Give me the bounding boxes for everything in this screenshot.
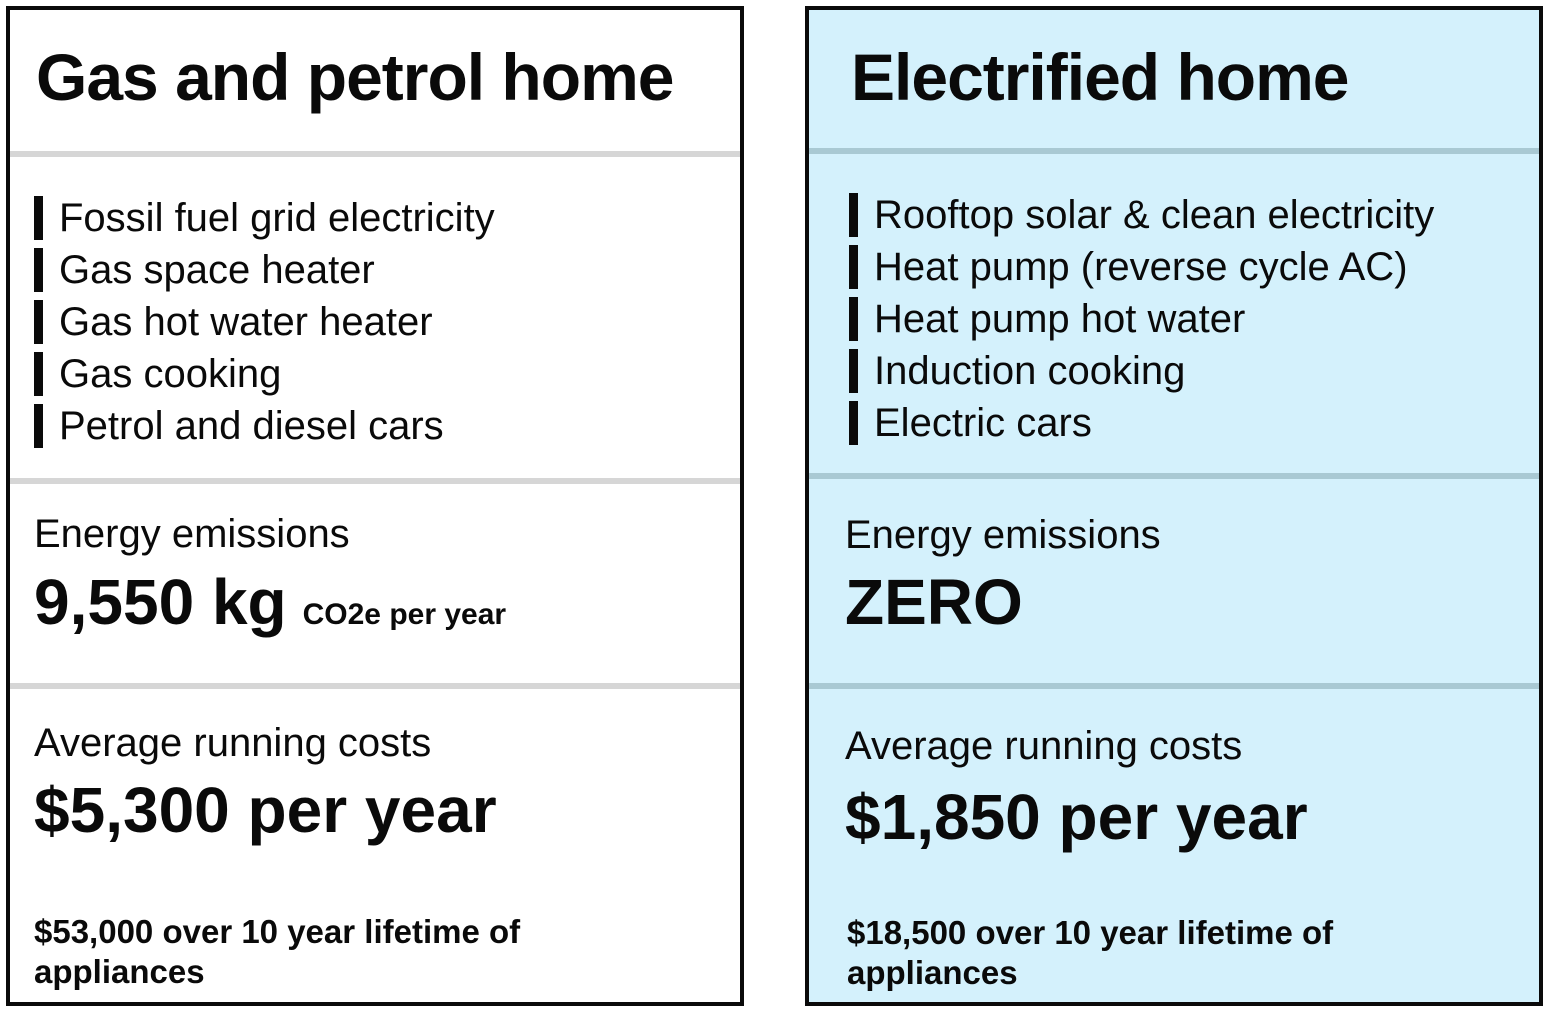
costs-value: $1,850 per year [845,781,1308,853]
emissions-value: 9,550 kg [34,566,287,638]
emissions-value: ZERO [845,566,1023,638]
feature-item: Gas hot water heater [34,296,495,348]
card-title: Electrified home [851,40,1349,114]
emissions-unit: CO2e per year [302,598,507,631]
feature-item: Induction cooking [849,345,1434,397]
divider [10,478,740,484]
feature-list: Fossil fuel grid electricity Gas space h… [34,192,495,452]
feature-list: Rooftop solar & clean electricity Heat p… [849,189,1434,449]
lifetime-note: $53,000 over 10 year lifetime of applian… [34,913,521,990]
feature-item: Fossil fuel grid electricity [34,192,495,244]
emissions-label: Energy emissions [34,512,350,556]
emissions-label: Energy emissions [845,513,1161,557]
feature-item: Rooftop solar & clean electricity [849,189,1434,241]
electrified-home-card: Electrified home Rooftop solar & clean e… [805,6,1543,1006]
feature-item: Heat pump hot water [849,293,1434,345]
gas-petrol-home-card: Gas and petrol home Fossil fuel grid ele… [6,6,744,1006]
feature-item: Gas cooking [34,348,495,400]
costs-label: Average running costs [845,724,1243,768]
feature-item: Gas space heater [34,244,495,296]
costs-value: $5,300 per year [34,774,497,846]
feature-item: Heat pump (reverse cycle AC) [849,241,1434,293]
lifetime-note: $18,500 over 10 year lifetime of applian… [847,914,1334,991]
feature-item: Petrol and diesel cars [34,400,495,452]
divider [10,151,740,157]
divider [809,473,1539,479]
divider [10,683,740,689]
feature-item: Electric cars [849,397,1434,449]
emissions-value-row: 9,550 kg CO2e per year [34,570,506,634]
costs-label: Average running costs [34,721,432,765]
divider [809,148,1539,154]
divider [809,683,1539,689]
card-title: Gas and petrol home [36,40,674,114]
